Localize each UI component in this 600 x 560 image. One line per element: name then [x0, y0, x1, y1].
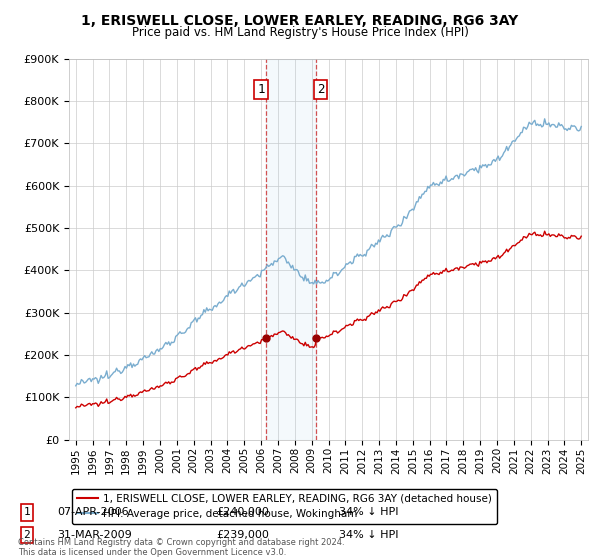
Text: £239,000: £239,000 — [216, 530, 269, 540]
Text: Contains HM Land Registry data © Crown copyright and database right 2024.
This d: Contains HM Land Registry data © Crown c… — [18, 538, 344, 557]
Text: 34% ↓ HPI: 34% ↓ HPI — [339, 530, 398, 540]
Text: 1: 1 — [257, 83, 265, 96]
Text: 34% ↓ HPI: 34% ↓ HPI — [339, 507, 398, 517]
Text: 1: 1 — [23, 507, 31, 517]
Legend: 1, ERISWELL CLOSE, LOWER EARLEY, READING, RG6 3AY (detached house), HPI: Average: 1, ERISWELL CLOSE, LOWER EARLEY, READING… — [71, 489, 497, 524]
Text: £240,000: £240,000 — [216, 507, 269, 517]
Text: 07-APR-2006: 07-APR-2006 — [57, 507, 128, 517]
Bar — [266, 59, 316, 440]
Text: 2: 2 — [23, 530, 31, 540]
Text: 31-MAR-2009: 31-MAR-2009 — [57, 530, 132, 540]
Text: 2: 2 — [317, 83, 324, 96]
Text: 1, ERISWELL CLOSE, LOWER EARLEY, READING, RG6 3AY: 1, ERISWELL CLOSE, LOWER EARLEY, READING… — [82, 14, 518, 28]
Text: Price paid vs. HM Land Registry's House Price Index (HPI): Price paid vs. HM Land Registry's House … — [131, 26, 469, 39]
